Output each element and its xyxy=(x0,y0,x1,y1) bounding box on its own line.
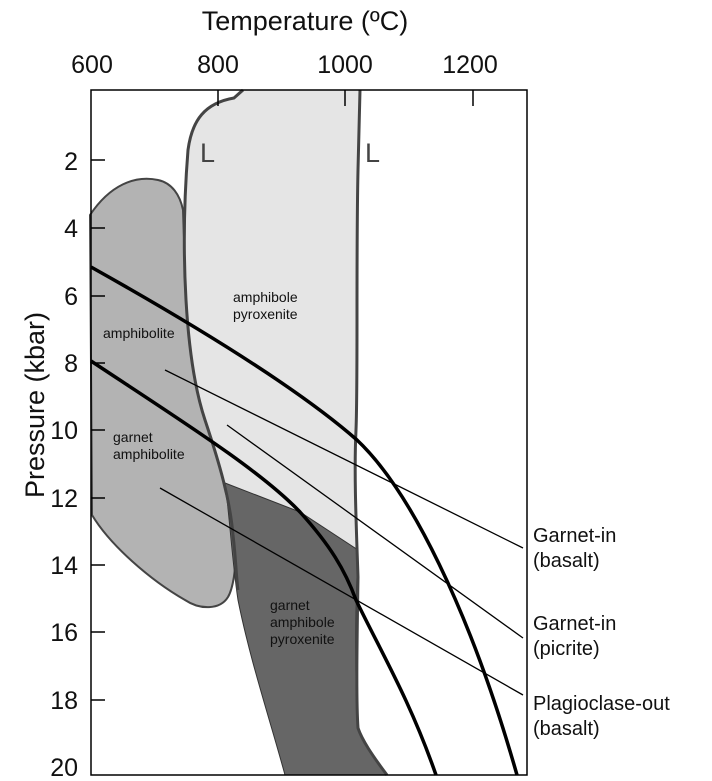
garnet-amphibolite-label: garnet amphibolite xyxy=(113,429,185,462)
x-tick-label: 600 xyxy=(71,51,113,79)
y-tick-label: 12 xyxy=(50,485,78,513)
liquidus-label-right: L xyxy=(365,138,380,168)
y-tick-label: 20 xyxy=(50,754,78,781)
x-axis-title: Temperature (ºC) xyxy=(202,6,408,36)
amphibole-pyroxenite-label: amphibole pyroxenite xyxy=(233,289,302,322)
garnet-amphibolite-line-1: garnet xyxy=(113,429,153,445)
y-tick-labels: 2 4 6 8 10 12 14 16 18 20 xyxy=(50,148,78,781)
x-tick-label: 1200 xyxy=(442,51,498,79)
liquidus-boundary xyxy=(182,88,244,591)
garnet-in-picrite-curve xyxy=(90,359,438,776)
garnet-amphibolite-line-2: amphibolite xyxy=(113,446,185,462)
garnet-amphibole-pyroxenite-line-1: garnet xyxy=(270,597,310,613)
y-tick-label: 14 xyxy=(50,552,78,580)
y-tick-label: 16 xyxy=(50,619,78,647)
leader-line-garnet-in-picrite xyxy=(226,424,524,639)
amphibole-pyroxenite-line-2: pyroxenite xyxy=(233,306,298,322)
garnet-in-picrite-label: Garnet-in (picrite) xyxy=(533,613,622,660)
leader-lines xyxy=(159,369,524,696)
x-tick-label: 1000 xyxy=(317,51,373,79)
x-tick-label: 800 xyxy=(197,51,239,79)
y-tick-label: 10 xyxy=(50,417,78,445)
amphibole-pyroxenite-field xyxy=(184,90,360,577)
garnet-amphibole-pyroxenite-label: garnet amphibole pyroxenite xyxy=(270,597,339,647)
garnet-amphibole-pyroxenite-line-3: pyroxenite xyxy=(270,631,335,647)
y-tick-label: 2 xyxy=(64,148,78,176)
plagioclase-out-basalt-label: Plagioclase-out (basalt) xyxy=(533,693,675,740)
amphibole-pyroxenite-line-1: amphibole xyxy=(233,289,298,305)
y-tick-label: 8 xyxy=(64,350,78,378)
garnet-in-basalt-label: Garnet-in (basalt) xyxy=(533,525,622,572)
liquidus-label-left: L xyxy=(200,138,215,168)
garnet-in-basalt-curve xyxy=(90,265,519,776)
y-tick-label: 6 xyxy=(64,283,78,311)
liquidus-boundary-right xyxy=(353,89,389,776)
garnet-amphibole-pyroxenite-line-2: amphibole xyxy=(270,614,335,630)
y-ticks xyxy=(91,159,105,701)
plot-frame xyxy=(90,89,528,776)
leader-line-garnet-in-basalt xyxy=(164,369,524,549)
y-tick-label: 4 xyxy=(64,215,78,243)
amphibolite-label: amphibolite xyxy=(103,325,175,341)
y-tick-label: 18 xyxy=(50,687,78,715)
x-tick-labels: 600 800 1000 1200 xyxy=(71,51,498,79)
leader-line-plagioclase-out xyxy=(159,487,524,696)
y-axis-title: Pressure (kbar) xyxy=(20,312,50,498)
x-ticks xyxy=(217,90,474,106)
